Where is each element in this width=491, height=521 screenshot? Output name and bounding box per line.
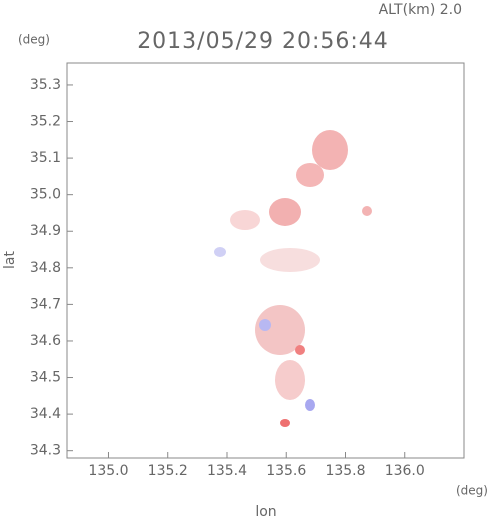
x-tick-label: 135.2	[148, 463, 188, 479]
echo	[312, 130, 348, 170]
y-tick-label: 34.4	[30, 406, 61, 422]
y-tick-label: 34.3	[30, 443, 61, 459]
y-tick-label: 34.5	[30, 370, 61, 386]
x-tick-label: 135.8	[325, 463, 365, 479]
echo	[296, 163, 324, 187]
y-tick-label: 35.1	[30, 150, 61, 166]
echo	[230, 210, 260, 230]
chart-title: 2013/05/29 20:56:44	[137, 29, 389, 54]
echo	[362, 206, 372, 216]
echo	[305, 399, 315, 411]
echo	[259, 319, 271, 331]
echo	[275, 360, 305, 400]
y-tick-label: 35.0	[30, 187, 61, 203]
x-tick-label: 135.6	[266, 463, 306, 479]
y-tick-label: 34.6	[30, 333, 61, 349]
echo	[214, 247, 226, 257]
y-tick-label: 34.8	[30, 260, 61, 276]
y-axis-label: lat	[2, 251, 18, 269]
y-tick-label: 35.3	[30, 77, 61, 93]
x-tick-label: 136.0	[385, 463, 425, 479]
echo-regions	[214, 130, 372, 427]
x-unit: (deg)	[456, 484, 488, 498]
y-tick-label: 34.9	[30, 223, 61, 239]
altitude-label: ALT(km) 2.0	[379, 2, 462, 18]
x-axis-label: lon	[255, 504, 276, 520]
echo	[280, 419, 290, 427]
y-unit: (deg)	[18, 33, 50, 47]
x-tick-label: 135.0	[88, 463, 128, 479]
x-tick-label: 135.4	[207, 463, 247, 479]
echo	[255, 305, 305, 355]
y-tick-label: 35.2	[30, 114, 61, 130]
plot-frame	[66, 62, 465, 459]
echo	[295, 345, 305, 355]
y-tick-label: 34.7	[30, 296, 61, 312]
echo	[269, 198, 301, 226]
echo	[260, 248, 320, 272]
